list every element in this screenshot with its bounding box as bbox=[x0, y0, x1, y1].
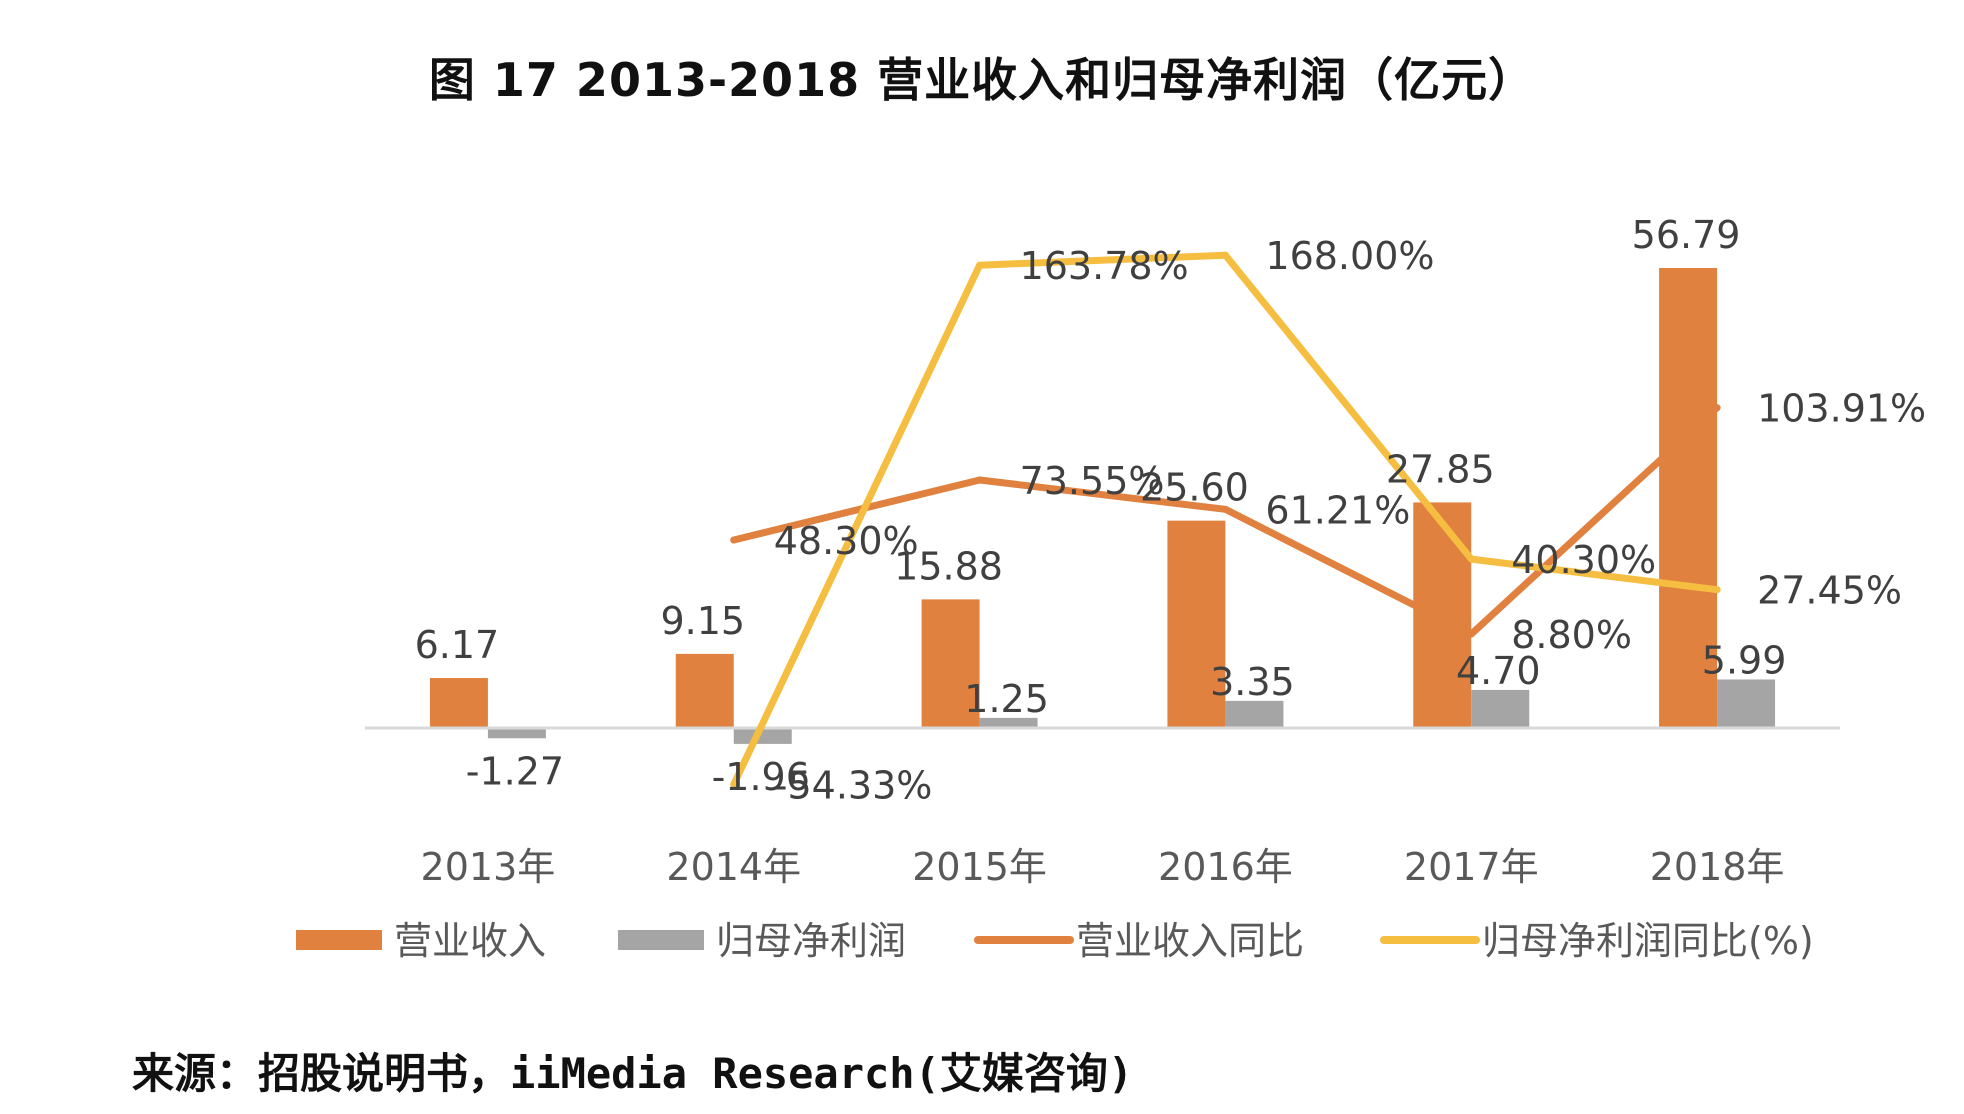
legend: 营业收入 归母净利润 营业收入同比 归母净利润同比(%) bbox=[296, 919, 1814, 963]
profit-growth-point-5 bbox=[1713, 586, 1721, 594]
revenue-label-3: 25.60 bbox=[1140, 466, 1249, 510]
revenue-growth-label-1: 48.30% bbox=[774, 519, 919, 563]
revenue-label-4: 27.85 bbox=[1386, 447, 1495, 491]
revenue-label-2: 15.88 bbox=[894, 544, 1003, 588]
profit-bar-5 bbox=[1717, 679, 1776, 728]
revenue-label-1: 9.15 bbox=[660, 599, 745, 643]
lines-layer bbox=[730, 251, 1721, 788]
profit-label-3: 3.35 bbox=[1210, 660, 1295, 704]
profit-bar-2 bbox=[979, 717, 1038, 728]
revenue-growth-point-2 bbox=[976, 476, 984, 484]
profit-growth-point-4 bbox=[1467, 555, 1475, 563]
profit-label-4: 4.70 bbox=[1456, 649, 1541, 693]
profit-label-0: -1.27 bbox=[466, 749, 564, 793]
revenue-growth-label-3: 61.21% bbox=[1265, 488, 1410, 532]
revenue-growth-point-4 bbox=[1467, 630, 1475, 638]
profit-bar-0 bbox=[487, 728, 546, 739]
x-tick-label-5: 2018年 bbox=[1650, 845, 1785, 889]
bars-layer bbox=[429, 268, 1776, 744]
revenue-bar-0 bbox=[429, 678, 488, 728]
x-axis-ticks: 2013年 2014年 2015年 2016年 2017年 2018年 bbox=[421, 845, 1785, 889]
labels-layer: 6.17 9.15 15.88 25.60 27.85 56.79 -1.27 -1.96 1.… bbox=[415, 213, 1927, 807]
revenue-bar-4 bbox=[1413, 502, 1472, 728]
legend-label-1: 归母净利润 bbox=[716, 919, 906, 963]
profit-growth-point-2 bbox=[976, 261, 984, 269]
revenue-growth-label-4: 8.80% bbox=[1511, 613, 1632, 657]
profit-growth-label-3: 168.00% bbox=[1265, 234, 1434, 278]
revenue-label-0: 6.17 bbox=[415, 623, 500, 667]
legend-swatch-1 bbox=[618, 930, 704, 950]
profit-bar-1 bbox=[733, 728, 792, 744]
chart-title: 图 17 2013-2018 营业收入和归母净利润（亿元） bbox=[428, 53, 1536, 107]
revenue-growth-point-3 bbox=[1221, 505, 1229, 513]
profit-growth-label-1: -54.33% bbox=[774, 763, 933, 807]
revenue-bar-5 bbox=[1659, 268, 1718, 728]
profit-label-5: 5.99 bbox=[1702, 638, 1787, 682]
revenue-growth-point-5 bbox=[1713, 404, 1721, 412]
revenue-growth-label-2: 73.55% bbox=[1020, 459, 1165, 503]
revenue-bar-1 bbox=[675, 653, 734, 728]
legend-swatch-0 bbox=[296, 930, 382, 950]
source-note: 来源：招股说明书，iiMedia Research(艾媒咨询) bbox=[132, 1049, 1134, 1098]
revenue-bar-2 bbox=[921, 599, 980, 728]
revenue-bar-3 bbox=[1167, 520, 1226, 728]
profit-bar-4 bbox=[1471, 689, 1530, 728]
x-tick-label-1: 2014年 bbox=[666, 845, 801, 889]
profit-growth-label-5: 27.45% bbox=[1757, 569, 1902, 613]
legend-label-3: 归母净利润同比(%) bbox=[1482, 919, 1814, 963]
profit-label-1: -1.96 bbox=[712, 755, 810, 799]
revenue-growth-point-1 bbox=[730, 536, 738, 544]
profit-growth-point-1 bbox=[730, 780, 738, 788]
profit-bar-3 bbox=[1225, 700, 1284, 728]
profit-label-2: 1.25 bbox=[964, 677, 1049, 721]
x-tick-label-0: 2013年 bbox=[421, 845, 556, 889]
profit-growth-label-2: 163.78% bbox=[1020, 244, 1189, 288]
revenue-label-5: 56.79 bbox=[1632, 213, 1741, 257]
x-tick-label-4: 2017年 bbox=[1404, 845, 1539, 889]
profit-growth-label-4: 40.30% bbox=[1511, 538, 1656, 582]
x-tick-label-2: 2015年 bbox=[912, 845, 1047, 889]
legend-label-2: 营业收入同比 bbox=[1076, 919, 1304, 963]
x-tick-label-3: 2016年 bbox=[1158, 845, 1293, 889]
profit-growth-point-3 bbox=[1221, 251, 1229, 259]
revenue-growth-label-5: 103.91% bbox=[1757, 387, 1926, 431]
legend-label-0: 营业收入 bbox=[394, 919, 546, 963]
